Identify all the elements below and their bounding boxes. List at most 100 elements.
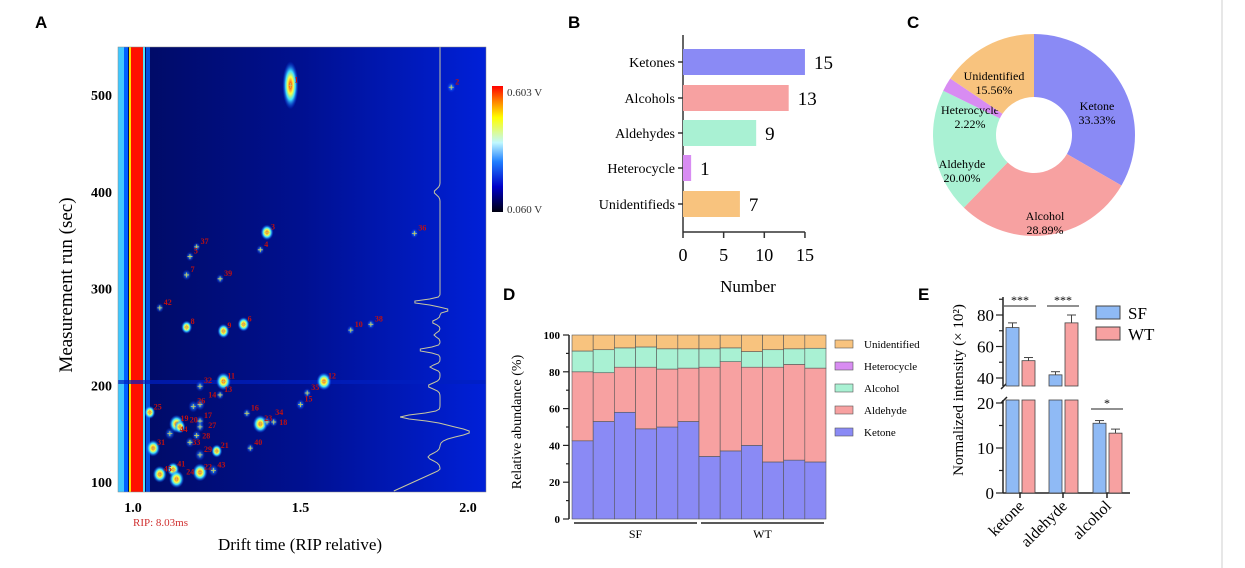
peak-label: 7 bbox=[191, 265, 195, 274]
b-value-label: 13 bbox=[798, 89, 817, 110]
d-legend-label: Alcohol bbox=[864, 383, 899, 395]
panel-letter-e: E bbox=[918, 285, 929, 304]
e-axis-break bbox=[1000, 396, 1008, 404]
e-legend-swatch bbox=[1095, 305, 1121, 320]
peak-label: 18 bbox=[279, 418, 287, 427]
d-bar-segment-unidentified bbox=[698, 334, 721, 350]
peak-marker bbox=[247, 445, 253, 451]
peak-marker bbox=[257, 421, 263, 427]
peak-marker bbox=[271, 419, 277, 425]
d-bar-segment-unidentified bbox=[592, 334, 615, 351]
d-bar-segment-alcohol bbox=[719, 347, 742, 362]
x-axis-label: Drift time (RIP relative) bbox=[218, 535, 382, 554]
e-bar-wt-aldehyde bbox=[1064, 399, 1079, 494]
peak-label: 41 bbox=[177, 459, 185, 468]
y-tick-label: 100 bbox=[91, 476, 112, 491]
d-bar-segment-unidentified bbox=[635, 334, 657, 348]
d-bar-segment-unidentified bbox=[741, 334, 763, 352]
peak-marker bbox=[157, 471, 163, 477]
y-tick-label: 200 bbox=[91, 379, 112, 394]
e-bar-sf-aldehyde bbox=[1048, 399, 1063, 494]
d-bar-segment-aldehyde bbox=[635, 366, 657, 430]
d-bar-segment-ketone bbox=[656, 426, 679, 520]
peak-label: 20 bbox=[190, 415, 198, 424]
d-bar-segment-ketone bbox=[677, 421, 700, 520]
peak-label: 42 bbox=[164, 298, 172, 307]
d-y-tick-label: 80 bbox=[549, 367, 561, 379]
b-x-tick-label: 0 bbox=[679, 245, 688, 265]
b-category-label: Aldehydes bbox=[615, 127, 675, 142]
peak-marker bbox=[184, 324, 190, 330]
d-y-tick-label: 100 bbox=[544, 330, 561, 342]
peak-label: 40 bbox=[254, 438, 262, 447]
d-bar-segment-aldehyde bbox=[741, 366, 763, 446]
b-bar-ketones bbox=[683, 49, 805, 75]
d-bar-segment-unidentified bbox=[571, 334, 594, 352]
c-slice-label: Heterocycle bbox=[941, 103, 999, 117]
peak-label: 44 bbox=[180, 425, 188, 434]
d-y-tick-label: 60 bbox=[549, 404, 561, 416]
peak-label: 8 bbox=[191, 317, 195, 326]
c-slice-ketone bbox=[1034, 34, 1135, 186]
d-bar-segment-unidentified bbox=[719, 334, 742, 349]
e-legend-label: SF bbox=[1128, 304, 1147, 323]
peak-marker bbox=[147, 409, 153, 415]
e-significance-stars: *** bbox=[1054, 293, 1072, 307]
peak-marker bbox=[264, 419, 270, 425]
c-slice-label: Alcohol bbox=[1026, 209, 1065, 223]
d-y-axis-label: Relative abundance (%) bbox=[510, 354, 525, 489]
d-bar-segment-aldehyde bbox=[804, 367, 827, 463]
e-category-label: alcohol bbox=[1070, 497, 1116, 543]
y-tick-label: 400 bbox=[91, 186, 112, 201]
e-y-tick-label: 20 bbox=[977, 394, 994, 413]
d-bar-segment-alcohol bbox=[762, 349, 784, 368]
d-bar-segment-alcohol bbox=[677, 348, 700, 369]
peak-label: 9 bbox=[227, 321, 231, 330]
e-significance-stars: *** bbox=[1011, 293, 1029, 307]
b-bar-heterocycle bbox=[683, 155, 692, 181]
d-legend-swatch bbox=[834, 383, 854, 393]
d-bar-segment-ketone bbox=[719, 450, 742, 520]
colorbar-min-label: 0.060 V bbox=[507, 204, 542, 216]
e-bar-sf-ketone bbox=[1005, 399, 1020, 494]
e-bar-wt-alcohol bbox=[1108, 432, 1123, 494]
d-bar-segment-ketone bbox=[614, 411, 636, 520]
e-y-axis-label: Normalized intensity (× 10²) bbox=[951, 304, 967, 476]
e-legend-label: WT bbox=[1128, 325, 1155, 344]
peak-label: 43 bbox=[217, 460, 225, 469]
peak-label: 12 bbox=[328, 371, 336, 380]
peak-marker bbox=[244, 410, 250, 416]
d-y-tick-label: 0 bbox=[555, 514, 561, 526]
e-bar-wt-ketone bbox=[1021, 399, 1036, 494]
d-bar-segment-alcohol bbox=[592, 349, 615, 374]
d-bar-segment-ketone bbox=[804, 461, 827, 520]
e-bar-sf-aldehyde bbox=[1048, 374, 1063, 387]
b-x-tick-label: 15 bbox=[796, 245, 814, 265]
peak-marker bbox=[304, 390, 310, 396]
peak-label: 10 bbox=[355, 320, 363, 329]
peak-label: 25 bbox=[154, 402, 162, 411]
c-slice-unidentified bbox=[950, 34, 1034, 114]
panel-letter-c: C bbox=[907, 13, 919, 32]
d-bar-segment-aldehyde bbox=[762, 366, 784, 463]
peak-marker bbox=[197, 402, 203, 408]
e-category-label: aldehyde bbox=[1018, 498, 1071, 551]
peak-label: 32 bbox=[204, 376, 212, 385]
panel-d-stacked-bar-chart: 0 20 40 60 80 100 SF WT Unidentified Heterocycle A… bbox=[544, 330, 921, 541]
e-bar-wt-ketone bbox=[1021, 360, 1036, 387]
peak-label: 39 bbox=[224, 269, 232, 278]
peak-label: 4 bbox=[264, 240, 268, 249]
peak-label: 19 bbox=[181, 414, 189, 423]
peak-marker bbox=[220, 378, 226, 384]
b-category-label: Ketones bbox=[629, 56, 675, 71]
e-bar-wt-aldehyde bbox=[1064, 322, 1079, 387]
peak-marker bbox=[220, 328, 226, 334]
rip-label: RIP: 8.03ms bbox=[133, 517, 188, 529]
peak-label: 15 bbox=[305, 395, 313, 404]
b-x-tick-label: 5 bbox=[719, 245, 728, 265]
e-category-label: ketone bbox=[986, 498, 1028, 540]
peak-marker bbox=[150, 445, 156, 451]
peak-marker bbox=[287, 82, 293, 88]
